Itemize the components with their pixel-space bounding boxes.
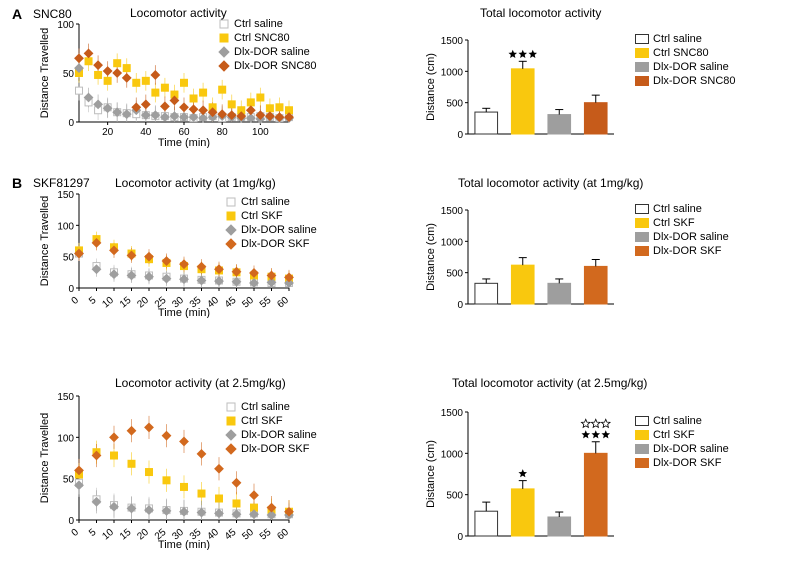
legend-a-bar: Ctrl salineCtrl SNC80Dlx-DOR salineDlx-D… bbox=[635, 32, 736, 88]
svg-text:0: 0 bbox=[457, 300, 463, 311]
svg-text:Distance Travelled: Distance Travelled bbox=[39, 413, 51, 504]
svg-text:55: 55 bbox=[258, 295, 274, 311]
svg-text:Time (min): Time (min) bbox=[158, 137, 210, 148]
chart-b2-bar: 0 500 1000 1500 Distance (cm) bbox=[420, 390, 620, 550]
title-b2-ts: Locomotor activity (at 2.5mg/kg) bbox=[115, 376, 286, 390]
legend-a-ts: Ctrl salineCtrl SNC80Dlx-DOR salineDlx-D… bbox=[218, 17, 317, 73]
legend-b2-ts: Ctrl salineCtrl SKFDlx-DOR salineDlx-DOR… bbox=[225, 400, 317, 456]
legend-b1-ts: Ctrl salineCtrl SKFDlx-DOR salineDlx-DOR… bbox=[225, 195, 317, 251]
svg-text:0: 0 bbox=[68, 284, 74, 295]
svg-text:1000: 1000 bbox=[441, 237, 464, 248]
svg-text:Distance (cm): Distance (cm) bbox=[425, 223, 437, 291]
svg-text:45: 45 bbox=[223, 527, 239, 543]
svg-text:100: 100 bbox=[57, 20, 74, 31]
svg-text:100: 100 bbox=[252, 127, 269, 138]
svg-text:0: 0 bbox=[70, 295, 82, 307]
svg-text:50: 50 bbox=[63, 69, 75, 80]
svg-text:100: 100 bbox=[57, 221, 74, 232]
svg-text:150: 150 bbox=[57, 190, 74, 201]
svg-text:0: 0 bbox=[70, 527, 82, 539]
svg-text:1000: 1000 bbox=[441, 67, 464, 78]
chart-a-bar: 0 500 1000 1500 Distance (cm) bbox=[420, 18, 620, 148]
svg-text:60: 60 bbox=[275, 527, 291, 543]
chart-b1-bar: 0 500 1000 1500 Distance (cm) bbox=[420, 188, 620, 318]
svg-text:500: 500 bbox=[446, 491, 463, 502]
title-b2-bar: Total locomotor activity (at 2.5mg/kg) bbox=[452, 376, 647, 390]
svg-text:50: 50 bbox=[240, 527, 256, 543]
svg-text:15: 15 bbox=[118, 527, 134, 543]
svg-text:20: 20 bbox=[135, 527, 151, 543]
svg-text:500: 500 bbox=[446, 99, 463, 110]
svg-text:55: 55 bbox=[258, 527, 274, 543]
svg-text:0: 0 bbox=[68, 516, 74, 527]
svg-text:40: 40 bbox=[140, 127, 152, 138]
svg-text:1500: 1500 bbox=[441, 206, 464, 217]
svg-text:Distance (cm): Distance (cm) bbox=[425, 440, 437, 508]
legend-b2-bar: Ctrl salineCtrl SKFDlx-DOR salineDlx-DOR… bbox=[635, 414, 729, 470]
svg-text:50: 50 bbox=[63, 475, 75, 486]
svg-text:Distance Travelled: Distance Travelled bbox=[39, 196, 51, 287]
svg-text:60: 60 bbox=[275, 295, 291, 311]
svg-text:10: 10 bbox=[100, 295, 116, 311]
svg-text:0: 0 bbox=[457, 130, 463, 141]
svg-text:5: 5 bbox=[87, 527, 99, 539]
svg-text:10: 10 bbox=[100, 527, 116, 543]
svg-text:20: 20 bbox=[135, 295, 151, 311]
svg-text:50: 50 bbox=[63, 253, 75, 264]
svg-text:1000: 1000 bbox=[441, 449, 464, 460]
svg-text:20: 20 bbox=[102, 127, 114, 138]
svg-text:0: 0 bbox=[457, 532, 463, 543]
svg-text:5: 5 bbox=[87, 295, 99, 307]
svg-text:1500: 1500 bbox=[441, 408, 464, 419]
svg-text:45: 45 bbox=[223, 295, 239, 311]
svg-text:80: 80 bbox=[217, 127, 229, 138]
svg-text:0: 0 bbox=[68, 118, 74, 129]
svg-text:Time (min): Time (min) bbox=[158, 307, 210, 318]
panel-label-a: A bbox=[12, 6, 22, 22]
svg-text:150: 150 bbox=[57, 392, 74, 403]
svg-text:Distance Travelled: Distance Travelled bbox=[39, 28, 51, 119]
svg-text:Time (min): Time (min) bbox=[158, 539, 210, 550]
svg-text:500: 500 bbox=[446, 269, 463, 280]
svg-text:100: 100 bbox=[57, 433, 74, 444]
legend-b1-bar: Ctrl salineCtrl SKFDlx-DOR salineDlx-DOR… bbox=[635, 202, 729, 258]
panel-label-b: B bbox=[12, 175, 22, 191]
svg-text:1500: 1500 bbox=[441, 36, 464, 47]
svg-text:50: 50 bbox=[240, 295, 256, 311]
svg-text:Distance (cm): Distance (cm) bbox=[425, 53, 437, 121]
svg-text:15: 15 bbox=[118, 295, 134, 311]
